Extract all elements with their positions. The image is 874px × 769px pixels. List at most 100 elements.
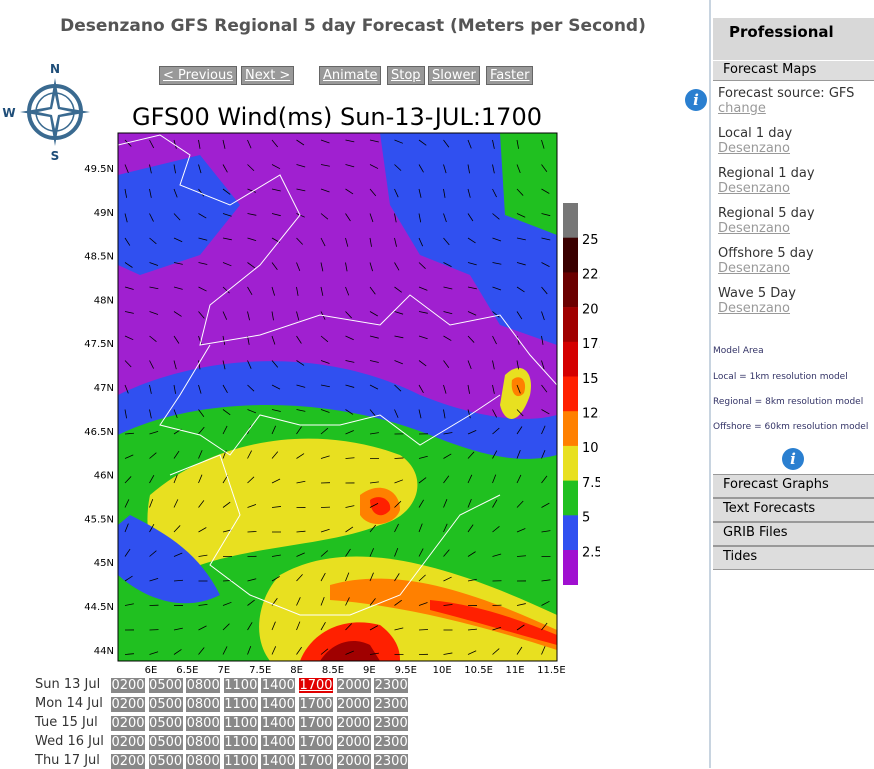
control-button[interactable]: Stop [387,66,425,85]
control-button[interactable]: Next > [241,66,294,85]
time-link[interactable]: 1100 [224,678,258,693]
time-link[interactable]: 0800 [186,735,220,750]
legend-swatch [563,238,578,273]
day-label: Wed 16 Jul [35,734,104,749]
legend-swatch [563,272,578,307]
page-title: Desenzano GFS Regional 5 day Forecast (M… [0,16,706,36]
time-link[interactable]: 1700 [299,716,333,731]
time-link[interactable]: 2300 [374,735,408,750]
menu-item[interactable]: GRIB Files [713,522,874,546]
wind-arrow [248,531,257,532]
legend-label: 15 [582,372,599,387]
forecast-link[interactable]: Offshore 5 day [718,246,814,261]
time-link[interactable]: 2000 [337,754,371,769]
info-icon[interactable]: i [685,89,707,111]
control-button[interactable]: Slower [428,66,480,85]
time-link[interactable]: 0500 [149,754,183,769]
time-link[interactable]: 0800 [186,697,220,712]
compass-n: N [50,62,60,76]
time-link[interactable]: 0800 [186,678,220,693]
legend-label: 25 [582,233,599,248]
control-button[interactable]: Animate [319,66,381,85]
model-note: Regional = 8km resolution model [713,397,863,407]
lon-label: 11E [505,665,524,676]
lon-label: 6E [145,665,158,676]
lat-label: 49.5N [84,164,114,175]
time-link[interactable]: 1400 [261,735,295,750]
place-link[interactable]: Desenzano [718,261,790,276]
menu-item[interactable]: Forecast Graphs [713,474,874,498]
time-link[interactable]: 2300 [374,716,408,731]
time-link[interactable]: 0200 [111,754,145,769]
time-link[interactable]: 1100 [224,716,258,731]
time-link[interactable]: 0500 [149,716,183,731]
time-link[interactable]: 0200 [111,735,145,750]
time-link[interactable]: 1400 [261,678,295,693]
control-button[interactable]: Faster [486,66,533,85]
time-link[interactable]: 1100 [224,697,258,712]
time-link[interactable]: 0200 [111,697,145,712]
time-link[interactable]: 2300 [374,678,408,693]
map-title: GFS00 Wind(ms) Sun-13-JUL:1700 [132,103,542,131]
menu-item[interactable]: Tides [713,546,874,570]
legend-label: 2.5 [582,545,600,560]
time-link[interactable]: 2000 [337,735,371,750]
legend-label: 17.5 [582,337,600,352]
time-link[interactable]: 2000 [337,716,371,731]
change-link[interactable]: change [718,101,766,116]
lon-label: 7.5E [249,665,271,676]
place-link[interactable]: Desenzano [718,181,790,196]
time-link[interactable]: 1400 [261,697,295,712]
forecast-link[interactable]: Wave 5 Day [718,286,796,301]
lon-label: 9E [363,665,376,676]
legend-label: 7.5 [582,476,600,491]
wind-arrow [395,458,404,459]
time-link[interactable]: 0500 [149,697,183,712]
time-link[interactable]: 0800 [186,754,220,769]
time-link[interactable]: 2000 [337,678,371,693]
legend-label: 12.5 [582,407,600,422]
source-text: Forecast source: GFS [718,86,854,101]
forecast-link[interactable]: Regional 1 day [718,166,815,181]
time-link[interactable]: 1100 [224,754,258,769]
model-note: Offshore = 60km resolution model [713,422,868,432]
menu-item[interactable]: Text Forecasts [713,498,874,522]
time-link[interactable]: 0200 [111,716,145,731]
lat-label: 44N [94,646,114,657]
place-link[interactable]: Desenzano [718,301,790,316]
lat-label: 46N [94,471,114,482]
time-link[interactable]: 1700 [299,678,333,693]
lon-label: 11.5E [537,665,566,676]
time-link[interactable]: 0500 [149,735,183,750]
time-link[interactable]: 2300 [374,697,408,712]
lat-label: 46.5N [84,427,114,438]
place-link[interactable]: Desenzano [718,141,790,156]
time-link[interactable]: 0800 [186,716,220,731]
legend-swatch [563,203,578,238]
lat-label: 45.5N [84,514,114,525]
time-link[interactable]: 1400 [261,716,295,731]
time-link[interactable]: 1700 [299,697,333,712]
info-icon[interactable]: i [782,448,804,470]
time-link[interactable]: 1100 [224,735,258,750]
legend-swatch [563,515,578,550]
time-link[interactable]: 0500 [149,678,183,693]
time-link[interactable]: 1700 [299,735,333,750]
control-button[interactable]: < Previous [159,66,237,85]
legend-swatch [563,481,578,516]
place-link[interactable]: Desenzano [718,221,790,236]
lon-label: 8.5E [322,665,344,676]
time-link[interactable]: 0200 [111,678,145,693]
legend-swatch [563,377,578,412]
forecast-link[interactable]: Regional 5 day [718,206,815,221]
time-link[interactable]: 2000 [337,697,371,712]
time-link[interactable]: 1400 [261,754,295,769]
time-link[interactable]: 2300 [374,754,408,769]
sidebar: Professional Forecast Maps Forecast sour… [709,0,874,768]
forecast-link[interactable]: Local 1 day [718,126,792,141]
time-link[interactable]: 1700 [299,754,333,769]
menu-item[interactable]: Forecast Maps [713,61,874,81]
lat-label: 47.5N [84,339,114,350]
